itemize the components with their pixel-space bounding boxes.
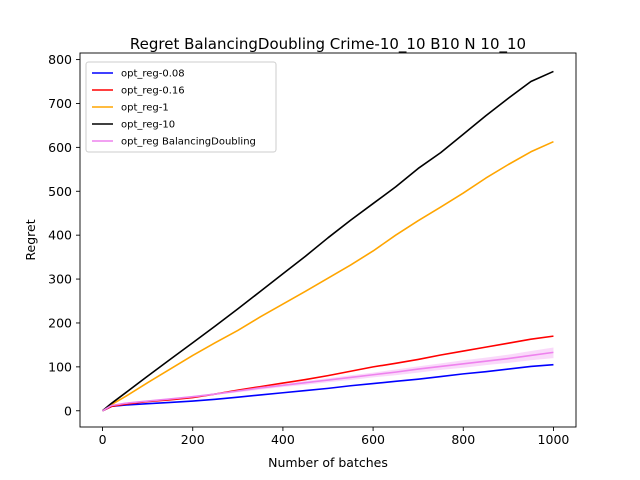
legend: opt_reg-0.08 opt_reg-0.16 opt_reg-1 opt_reg… — [85, 61, 277, 153]
legend-label: opt_reg BalancingDoubling — [121, 137, 256, 148]
y-tick-label: 800 — [48, 52, 72, 67]
series-3-line — [102, 140, 554, 412]
plot-area — [102, 70, 554, 412]
chart-title: Regret BalancingDoubling Crime-10_10 B10… — [130, 35, 526, 54]
x-tick-label: 600 — [361, 432, 385, 447]
x-tick-label: 400 — [271, 432, 295, 447]
plot-frame — [79, 52, 577, 428]
x-tick-label: 200 — [181, 432, 205, 447]
series-4 — [102, 70, 554, 412]
y-tick-label: 500 — [48, 184, 72, 199]
axes: 0 200 400 600 800 1000 0 100 200 300 400 500 600 700 8… — [48, 52, 577, 447]
y-tick-label: 600 — [48, 140, 72, 155]
y-tick-label: 0 — [64, 403, 72, 418]
legend-box — [85, 61, 277, 153]
series-4-line — [102, 70, 554, 412]
legend-label: opt_reg-10 — [121, 120, 175, 131]
series-1-line — [102, 363, 554, 412]
x-tick-label: 1000 — [538, 432, 570, 447]
series-5 — [102, 347, 554, 412]
y-tick-label: 300 — [48, 272, 72, 287]
legend-label: opt_reg-1 — [121, 103, 169, 114]
x-axis-label: Number of batches — [268, 455, 388, 470]
y-tick-label: 100 — [48, 359, 72, 374]
series-3 — [102, 140, 554, 412]
x-tick-label: 0 — [99, 432, 107, 447]
y-axis-label: Regret — [23, 219, 38, 260]
series-1 — [102, 363, 554, 412]
legend-label: opt_reg-0.16 — [121, 86, 185, 97]
legend-label: opt_reg-0.08 — [121, 69, 185, 80]
y-tick-label: 200 — [48, 315, 72, 330]
series-5-line — [102, 351, 554, 412]
x-tick-label: 800 — [451, 432, 475, 447]
y-tick-label: 700 — [48, 96, 72, 111]
series-5-band — [102, 347, 554, 411]
y-tick-label: 400 — [48, 228, 72, 243]
